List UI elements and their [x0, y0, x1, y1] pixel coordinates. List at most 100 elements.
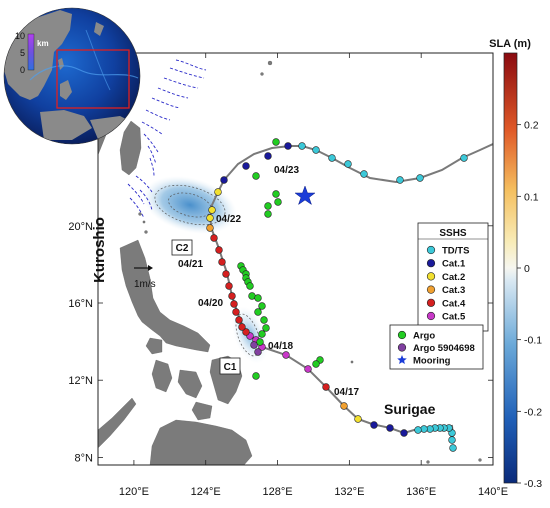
scale-vector-label: 1m/s	[134, 279, 156, 290]
colorbar-tick-label: -0.1	[524, 335, 542, 347]
colorbar-tick-label: 0.2	[524, 120, 539, 132]
current-vector	[169, 67, 205, 79]
current-vector	[129, 197, 145, 219]
typhoon-track-point	[298, 142, 306, 150]
typhoon-track-point	[322, 383, 330, 391]
mooring-legend-marker	[397, 355, 407, 364]
map-frame	[97, 52, 494, 466]
date-label-0420: 04/20	[198, 298, 223, 309]
globe-indonesia	[40, 110, 92, 140]
longitude-axis: 120°E 124°E 128°E 132°E 136°E 140°E	[119, 53, 508, 498]
observation-legend-marker	[397, 330, 407, 340]
sshs-legend-marker	[426, 285, 436, 294]
typhoon-track-point	[420, 425, 428, 433]
globe-japan	[94, 22, 104, 36]
colorbar-gradient	[503, 52, 518, 484]
date-label-0417: 04/17	[334, 387, 359, 398]
typhoon-track-point	[238, 323, 246, 331]
typhoon-track-point	[460, 154, 468, 162]
argo-float-marker	[272, 190, 280, 198]
visayas-island-1	[177, 369, 203, 399]
sshs-legend-label: Cat.5	[442, 312, 466, 323]
typhoon-track-point	[242, 162, 250, 170]
current-vector	[141, 121, 163, 135]
date-label-0423: 04/23	[274, 165, 299, 176]
current-vector	[147, 145, 157, 165]
argo-float-marker	[260, 316, 268, 324]
typhoon-track-point	[232, 308, 240, 316]
sshs-legend-marker	[426, 259, 436, 268]
argo-float-marker	[254, 308, 262, 316]
small-island	[260, 72, 264, 76]
argo-float-points	[237, 138, 324, 380]
typhoon-track-point	[284, 142, 292, 150]
latitude-tick-label: 12°N	[68, 375, 93, 387]
typhoon-track-point	[206, 214, 214, 222]
longitude-tick-label: 136°E	[406, 486, 436, 498]
eddy-c1-box: C1	[219, 357, 241, 375]
surigae-label: Surigae	[384, 401, 436, 417]
globe-outline	[3, 7, 141, 145]
globe-taiwan	[58, 58, 64, 70]
small-island	[144, 230, 148, 234]
longitude-tick-label: 140°E	[478, 486, 508, 498]
globe-current-path	[29, 65, 139, 81]
current-vector	[127, 183, 145, 205]
sshs-legend-marker	[426, 298, 436, 307]
globe-ridge	[85, 29, 111, 91]
mindanao-island	[149, 419, 253, 465]
globe-depth-colorbar	[27, 33, 35, 71]
sshs-legend-label: TD/TS	[442, 246, 469, 257]
argo-float-marker	[264, 202, 272, 210]
globe-philippines	[60, 80, 72, 100]
typhoon-track-point	[416, 174, 424, 182]
longitude-tick-label: 120°E	[119, 486, 149, 498]
colorbar-title: SLA (m)	[489, 38, 531, 50]
argo-float-marker	[256, 338, 264, 346]
globe-depth-unit: km	[37, 39, 49, 48]
longitude-tick-label: 124°E	[191, 486, 221, 498]
typhoon-track-point	[264, 152, 272, 160]
small-island	[267, 60, 273, 66]
typhoon-track-point	[242, 328, 250, 336]
current-vector	[151, 97, 181, 109]
typhoon-track-point	[304, 365, 312, 373]
colorbar-tick-label: -0.2	[524, 406, 542, 418]
typhoon-track-point	[354, 415, 362, 423]
visayas-island-3	[191, 401, 213, 421]
typhoon-track-point	[210, 234, 218, 242]
observation-legend-label: Argo	[413, 331, 435, 342]
sshs-legend-label: Cat.3	[442, 285, 465, 296]
sshs-legend-marker	[426, 311, 436, 321]
small-island	[426, 460, 430, 464]
globe-asia-landmass	[4, 10, 72, 100]
sshs-legend-label: Cat.4	[442, 298, 466, 309]
current-vector	[145, 109, 171, 121]
latitude-tick-label: 20°N	[68, 221, 93, 233]
current-vector	[149, 157, 155, 177]
palawan-island	[98, 397, 137, 449]
sshs-legend-marker	[426, 245, 436, 255]
mooring-star-marker	[294, 185, 316, 206]
typhoon-track-point	[370, 421, 378, 429]
sshs-legend-title: SSHS	[439, 228, 467, 239]
colorbar-tick-label: 0.1	[524, 191, 539, 203]
taiwan-island	[119, 120, 142, 176]
current-vector	[139, 189, 153, 211]
sshs-legend-label: Cat.2	[442, 272, 465, 283]
argo-float-marker	[262, 324, 270, 332]
typhoon-track-point	[340, 402, 348, 410]
eddy-c2-shading	[143, 176, 237, 234]
globe-study-region-box	[56, 49, 130, 109]
scale-vector: 1m/s	[134, 265, 156, 290]
sshs-legend-label: Cat.1	[442, 259, 466, 270]
kuroshio-current-vectors	[127, 59, 207, 219]
typhoon-track-point	[414, 426, 422, 434]
date-label-0418: 04/18	[268, 341, 293, 352]
argo-float-marker	[274, 198, 282, 206]
visayas-island-2	[151, 359, 173, 393]
globe-depth-tick-5: 5	[20, 48, 25, 58]
